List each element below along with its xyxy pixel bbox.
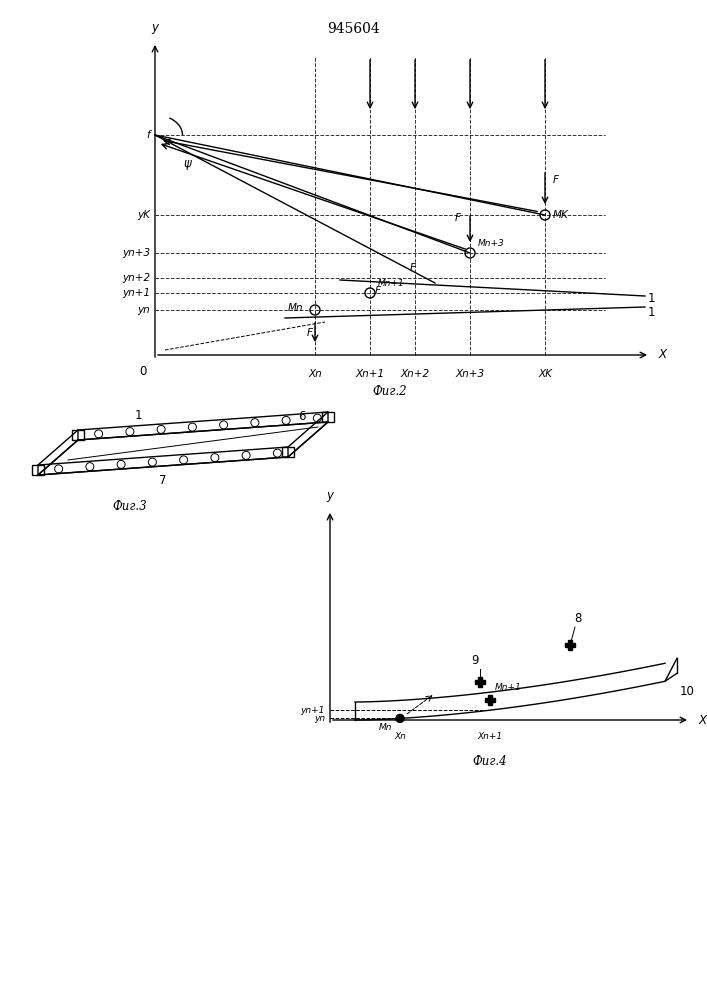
- Text: F: F: [455, 213, 461, 223]
- Text: yn+1: yn+1: [122, 288, 150, 298]
- Text: F: F: [307, 328, 313, 338]
- Text: y: y: [151, 21, 158, 34]
- Bar: [32, 465, 44, 475]
- Text: X: X: [658, 349, 666, 361]
- Bar: [282, 447, 294, 457]
- Text: Фиг.2: Фиг.2: [373, 385, 407, 398]
- Text: 1: 1: [648, 306, 655, 318]
- Text: Xn+1: Xn+1: [356, 369, 385, 379]
- Text: Mn: Mn: [378, 723, 392, 732]
- Text: yn+3: yn+3: [122, 248, 150, 258]
- Text: Фиг.3: Фиг.3: [112, 500, 147, 513]
- Text: 9: 9: [472, 654, 479, 667]
- Text: Xn: Xn: [308, 369, 322, 379]
- Circle shape: [396, 714, 404, 722]
- Text: yn: yn: [314, 714, 325, 723]
- Text: F: F: [375, 286, 381, 296]
- Text: Mn: Mn: [287, 303, 303, 313]
- Text: 7: 7: [159, 474, 167, 487]
- Text: Xn+1: Xn+1: [477, 732, 503, 741]
- Text: MK: MK: [553, 210, 568, 220]
- Text: f: f: [146, 130, 150, 140]
- Text: 8: 8: [574, 612, 582, 625]
- Bar: [72, 430, 84, 440]
- Text: yn: yn: [137, 305, 150, 315]
- Text: yn+2: yn+2: [122, 273, 150, 283]
- Text: XK: XK: [538, 369, 552, 379]
- Text: X: X: [698, 714, 706, 726]
- Text: 0: 0: [139, 365, 147, 378]
- Text: 1: 1: [648, 292, 655, 304]
- Bar: [322, 412, 334, 422]
- Text: Xn+2: Xn+2: [400, 369, 430, 379]
- Text: 10: 10: [680, 685, 695, 698]
- Text: yn+1: yn+1: [300, 706, 325, 715]
- Text: Фиг.4: Фиг.4: [473, 755, 508, 768]
- Text: y: y: [327, 489, 334, 502]
- Text: Mn+1: Mn+1: [378, 279, 404, 288]
- Text: Mn+1: Mn+1: [495, 683, 522, 692]
- Text: ψ: ψ: [183, 157, 191, 170]
- Text: F: F: [410, 263, 416, 273]
- Text: Xn: Xn: [394, 732, 406, 741]
- Text: 1: 1: [134, 409, 141, 422]
- Text: yK: yK: [137, 210, 150, 220]
- Text: 945604: 945604: [327, 22, 380, 36]
- Text: 6: 6: [298, 410, 305, 424]
- Text: Mn+3: Mn+3: [478, 239, 505, 248]
- Text: F: F: [553, 175, 559, 185]
- Text: Xn+3: Xn+3: [455, 369, 484, 379]
